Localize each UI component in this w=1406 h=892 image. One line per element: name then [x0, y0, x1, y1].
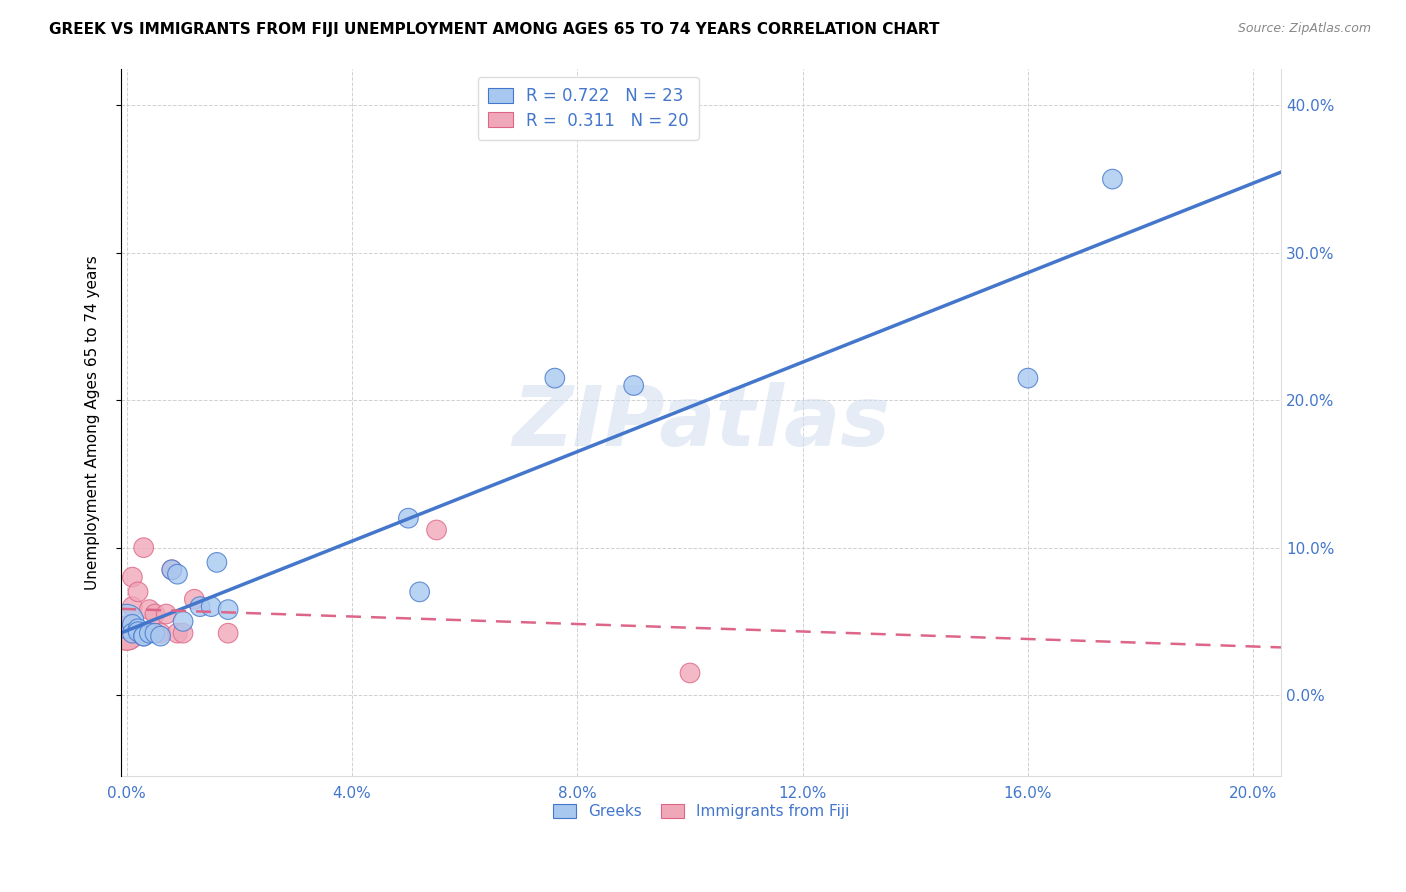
Point [127, 624, 149, 639]
Point [121, 622, 143, 636]
Point [143, 626, 166, 640]
Point [149, 629, 172, 643]
Point [544, 371, 567, 385]
Point [183, 592, 205, 607]
Point [1101, 172, 1123, 186]
Point [623, 378, 645, 392]
Point [679, 665, 702, 680]
Point [188, 599, 211, 614]
Point [408, 585, 430, 599]
Point [115, 626, 138, 640]
Legend: Greeks, Immigrants from Fiji: Greeks, Immigrants from Fiji [547, 797, 855, 825]
Point [121, 617, 143, 632]
Text: Source: ZipAtlas.com: Source: ZipAtlas.com [1237, 22, 1371, 36]
Point [121, 626, 143, 640]
Point [127, 622, 149, 636]
Point [396, 511, 419, 525]
Point [143, 607, 166, 621]
Point [155, 607, 177, 621]
Point [121, 599, 143, 614]
Point [132, 626, 155, 640]
Point [205, 555, 228, 569]
Text: ZIPatlas: ZIPatlas [512, 382, 890, 463]
Point [132, 541, 155, 555]
Point [149, 626, 172, 640]
Point [127, 626, 149, 640]
Point [115, 615, 138, 629]
Point [425, 523, 447, 537]
Point [172, 615, 194, 629]
Point [1017, 371, 1039, 385]
Point [172, 626, 194, 640]
Point [200, 599, 222, 614]
Point [160, 563, 183, 577]
Point [121, 570, 143, 584]
Point [217, 626, 239, 640]
Text: GREEK VS IMMIGRANTS FROM FIJI UNEMPLOYMENT AMONG AGES 65 TO 74 YEARS CORRELATION: GREEK VS IMMIGRANTS FROM FIJI UNEMPLOYME… [49, 22, 939, 37]
Point [115, 626, 138, 640]
Point [132, 629, 155, 643]
Point [217, 602, 239, 616]
Point [138, 626, 160, 640]
Point [127, 585, 149, 599]
Y-axis label: Unemployment Among Ages 65 to 74 years: Unemployment Among Ages 65 to 74 years [86, 255, 100, 590]
Point [166, 626, 188, 640]
Point [132, 629, 155, 643]
Point [138, 602, 160, 616]
Point [166, 567, 188, 582]
Point [160, 563, 183, 577]
